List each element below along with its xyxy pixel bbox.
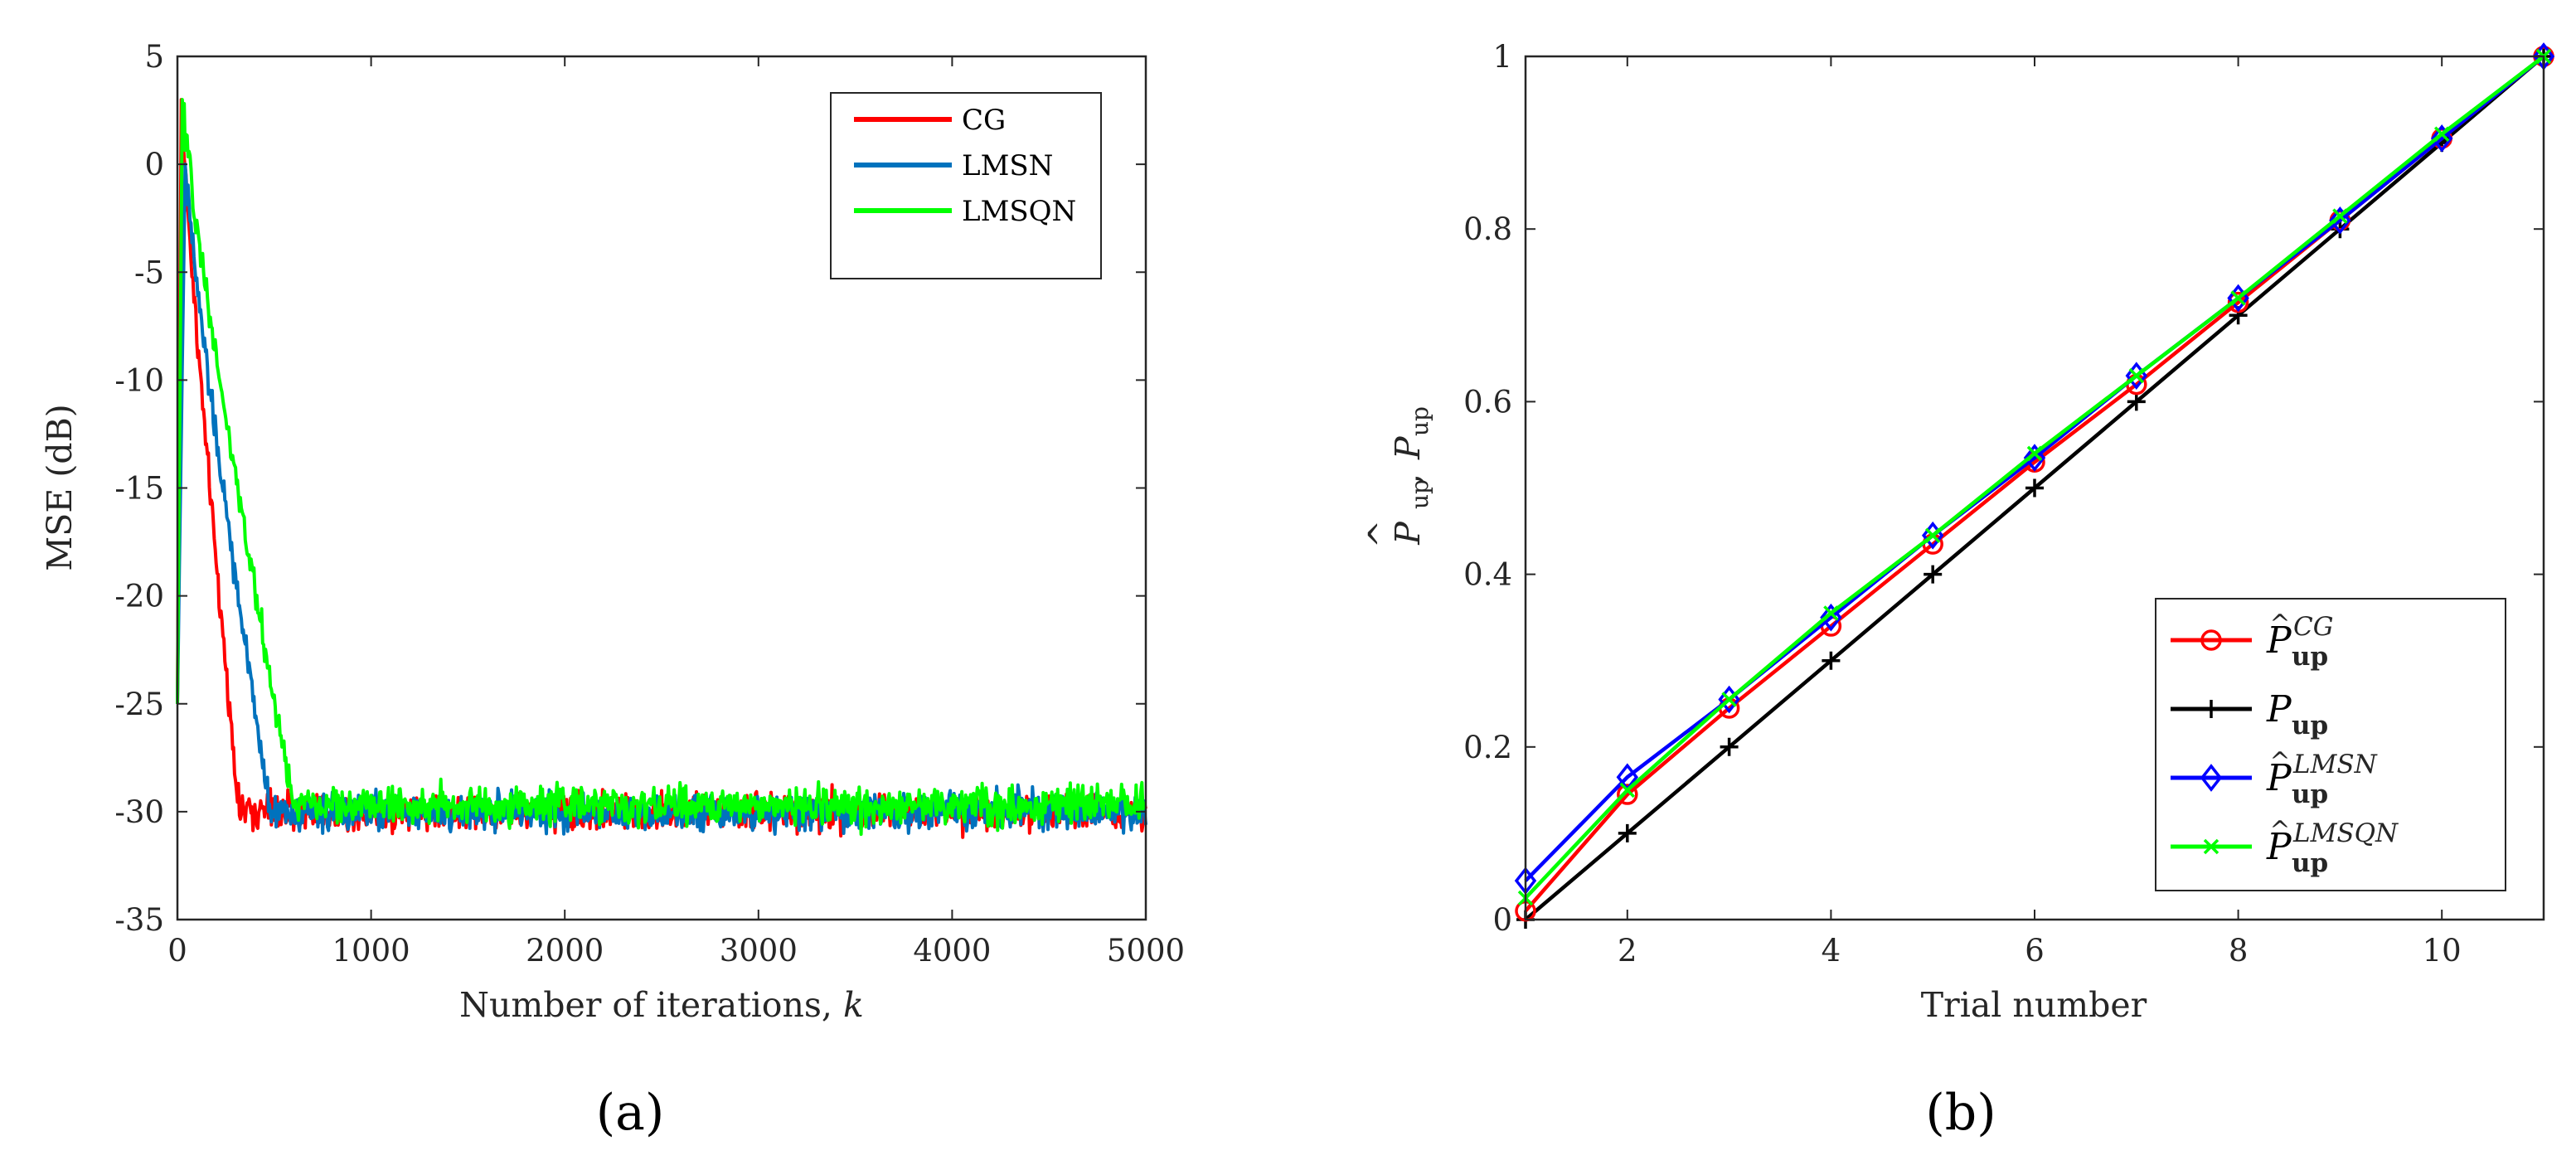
panel-a-y-ticks: 5 0 -5 -10 -15 -20 -25 -30 -35 bbox=[114, 39, 1146, 938]
legend-label-cg: CG bbox=[962, 104, 1006, 137]
data-point-p-lmsqn bbox=[2026, 445, 2043, 462]
panel-a-x-tick-label: 4000 bbox=[913, 933, 991, 969]
legend-label-sup: LMSQN bbox=[2292, 818, 2399, 848]
legend-label-base: P bbox=[2266, 826, 2292, 868]
data-point-p-lmsn bbox=[2329, 206, 2351, 235]
panel-b-x-tick-label: 6 bbox=[2025, 933, 2045, 969]
panel-b-y-tick-label: 0.2 bbox=[1463, 730, 1512, 765]
panel-a-x-ticks: 0 1000 2000 3000 4000 5000 bbox=[167, 56, 1185, 969]
legend-marker-p-lmsn bbox=[2200, 764, 2223, 792]
panel-b-x-tick-label: 2 bbox=[1618, 933, 1637, 969]
panel-b-series-group bbox=[1514, 42, 2555, 929]
panel-b-y-tick-label: 0.8 bbox=[1463, 211, 1512, 247]
legend-label-lmsqn: LMSQN bbox=[962, 195, 1076, 228]
legend-marker-p-lmsqn bbox=[2203, 838, 2219, 855]
data-point-p-lmsqn bbox=[1823, 605, 1839, 621]
legend-label-base: P bbox=[2266, 688, 2292, 731]
panel-a-caption-label: (a) bbox=[596, 1084, 665, 1142]
legend-marker-p-true bbox=[2202, 700, 2220, 718]
data-point-p-true bbox=[1618, 823, 1637, 842]
panel-b-y-label: P ^ up , P up bbox=[1361, 406, 1434, 548]
data-point-p-lmsqn bbox=[2332, 208, 2348, 224]
panel-a-y-tick-label: -15 bbox=[114, 471, 164, 507]
panel-a-y-tick-label: -30 bbox=[114, 794, 164, 830]
data-point-p-lmsqn bbox=[2433, 126, 2450, 142]
legend-label-hat: ^ bbox=[2269, 609, 2290, 638]
panel-a-y-tick-label: -10 bbox=[114, 362, 164, 398]
panel-b-x-ticks: 2 4 6 8 10 bbox=[1618, 56, 2462, 969]
panel-a-x-tick-label: 5000 bbox=[1107, 933, 1185, 969]
panel-b-x-label: Trial number bbox=[1921, 985, 2147, 1025]
legend-label-sup: LMSN bbox=[2292, 750, 2379, 779]
data-point-p-lmsqn bbox=[1924, 527, 1941, 543]
legend-label-sub: up bbox=[2292, 779, 2328, 809]
legend-label-sub: up bbox=[2292, 848, 2328, 878]
panel-a-y-tick-label: -25 bbox=[114, 687, 164, 722]
panel-a-x-tick-label: 1000 bbox=[332, 933, 410, 969]
panel-a-x-tick-label: 2000 bbox=[526, 933, 604, 969]
panel-b-x-tick-label: 10 bbox=[2423, 933, 2462, 969]
legend-label-hat: ^ bbox=[2269, 816, 2290, 845]
series-line-p-lmsn bbox=[1524, 55, 2545, 882]
panel-b-y-label-hat-glyph: ^ bbox=[1361, 520, 1401, 548]
panel-a-mse-chart: 0 1000 2000 3000 4000 5000 5 0 -5 -10 -15 -20 -25 -3… bbox=[40, 39, 1185, 1142]
legend-label-sup: CG bbox=[2293, 612, 2333, 642]
data-point-p-lmsqn bbox=[2230, 290, 2246, 306]
panel-a-y-tick-label: -5 bbox=[134, 255, 164, 290]
legend-label-base: P bbox=[2266, 619, 2292, 662]
panel-b-y-label-sub-1: up bbox=[1406, 479, 1434, 509]
legend-label-hat: ^ bbox=[2269, 747, 2290, 776]
panel-b-caption-label: (b) bbox=[1925, 1084, 1996, 1142]
legend-label-base: P bbox=[2266, 757, 2292, 799]
legend-label-lmsn: LMSN bbox=[962, 149, 1053, 182]
panel-b-probability-chart: 2 4 6 8 10 0 0.2 0.4 0.6 0.8 1 Trial number P ^ u… bbox=[1361, 39, 2555, 1142]
panel-a-y-tick-label: -20 bbox=[114, 579, 164, 614]
panel-b-y-tick-label: 1 bbox=[1492, 39, 1512, 75]
panel-a-legend: CG LMSN LMSQN bbox=[830, 92, 1102, 279]
data-point-p-true bbox=[1924, 565, 1943, 584]
data-point-p-cg bbox=[1617, 784, 1638, 805]
panel-b-x-tick-label: 4 bbox=[1822, 933, 1841, 969]
data-point-p-lmsqn bbox=[1619, 782, 1636, 799]
panel-b-x-tick-label: 8 bbox=[2229, 933, 2249, 969]
panel-b-y-label-p: P bbox=[1388, 435, 1428, 460]
panel-b-y-tick-label: 0.4 bbox=[1463, 557, 1512, 593]
data-point-p-true bbox=[2025, 478, 2044, 498]
data-point-p-true bbox=[1720, 737, 1739, 756]
series-line-lmsqn bbox=[176, 98, 1147, 837]
panel-a-x-tick-label: 0 bbox=[167, 933, 187, 969]
panel-a-y-tick-label: 5 bbox=[144, 39, 164, 75]
panel-a-x-tick-label: 3000 bbox=[720, 933, 798, 969]
data-point-p-lmsn bbox=[2430, 124, 2453, 153]
panel-a-x-label: Number of iterations, k bbox=[459, 985, 864, 1025]
panel-b-y-tick-label: 0.6 bbox=[1463, 384, 1512, 420]
legend-marker-p-cg bbox=[2200, 629, 2222, 651]
panel-a-y-tick-label: -35 bbox=[114, 902, 164, 938]
data-point-p-lmsqn bbox=[1721, 692, 1737, 707]
panel-a-series-group bbox=[176, 98, 1147, 839]
panel-b-y-label-sub-2: up bbox=[1406, 406, 1434, 436]
panel-b-y-tick-label: 0 bbox=[1492, 902, 1512, 938]
panel-b-y-ticks: 0 0.2 0.4 0.6 0.8 1 bbox=[1463, 39, 2544, 938]
legend-label-sub: up bbox=[2292, 642, 2328, 672]
panel-a-y-tick-label: 0 bbox=[144, 147, 164, 182]
data-point-p-lmsn bbox=[1820, 603, 1842, 632]
panel-b-y-label-sep: , bbox=[1388, 473, 1428, 484]
data-point-p-true bbox=[2127, 392, 2146, 411]
legend-label-sub: up bbox=[2292, 711, 2328, 740]
panel-a-y-label: MSE (dB) bbox=[40, 404, 80, 570]
data-point-p-lmsn bbox=[2023, 444, 2046, 472]
panel-b-y-label-p-hat: P bbox=[1388, 521, 1428, 546]
data-point-p-true bbox=[1822, 651, 1841, 670]
data-point-p-lmsqn bbox=[2128, 367, 2145, 384]
panel-a-legend-box bbox=[830, 92, 1102, 279]
